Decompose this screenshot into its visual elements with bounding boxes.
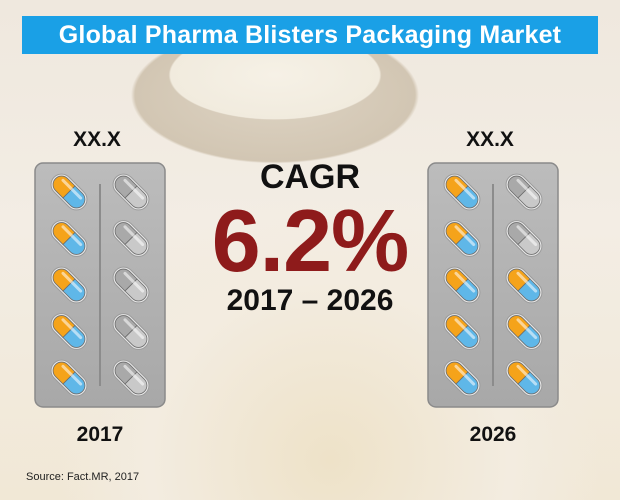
cagr-value: 6.2% <box>211 191 410 290</box>
cagr-period: 2017 – 2026 <box>226 284 394 317</box>
blister-pack-2026 <box>427 162 559 408</box>
capsule-filled <box>505 266 543 304</box>
capsule-filled <box>50 266 88 304</box>
capsule-filled <box>505 359 543 397</box>
capsule-empty <box>112 359 150 397</box>
capsule-filled <box>443 313 481 350</box>
capsule-empty <box>112 173 150 211</box>
year-label-2017: 2017 <box>76 423 124 446</box>
cagr-label: CAGR <box>259 158 361 196</box>
year-label-2026: 2026 <box>469 423 517 446</box>
capsule-filled <box>443 220 481 257</box>
capsule-filled <box>443 359 481 397</box>
chart-title: Global Pharma Blisters Packaging Market <box>58 20 562 49</box>
capsule-filled <box>443 266 481 304</box>
source-note: Source: Fact.MR, 2017 <box>26 471 140 483</box>
blister-pack-2017 <box>34 162 166 408</box>
title-bar: Global Pharma Blisters Packaging Market <box>22 16 598 54</box>
capsule-filled <box>50 359 88 397</box>
capsule-filled <box>50 313 88 350</box>
capsule-empty <box>112 313 150 350</box>
capsule-filled <box>50 173 88 211</box>
capsule-filled <box>50 220 88 257</box>
capsule-filled <box>505 313 543 350</box>
value-label-2017: XX.X <box>73 128 121 151</box>
value-label-2026: XX.X <box>466 128 514 151</box>
